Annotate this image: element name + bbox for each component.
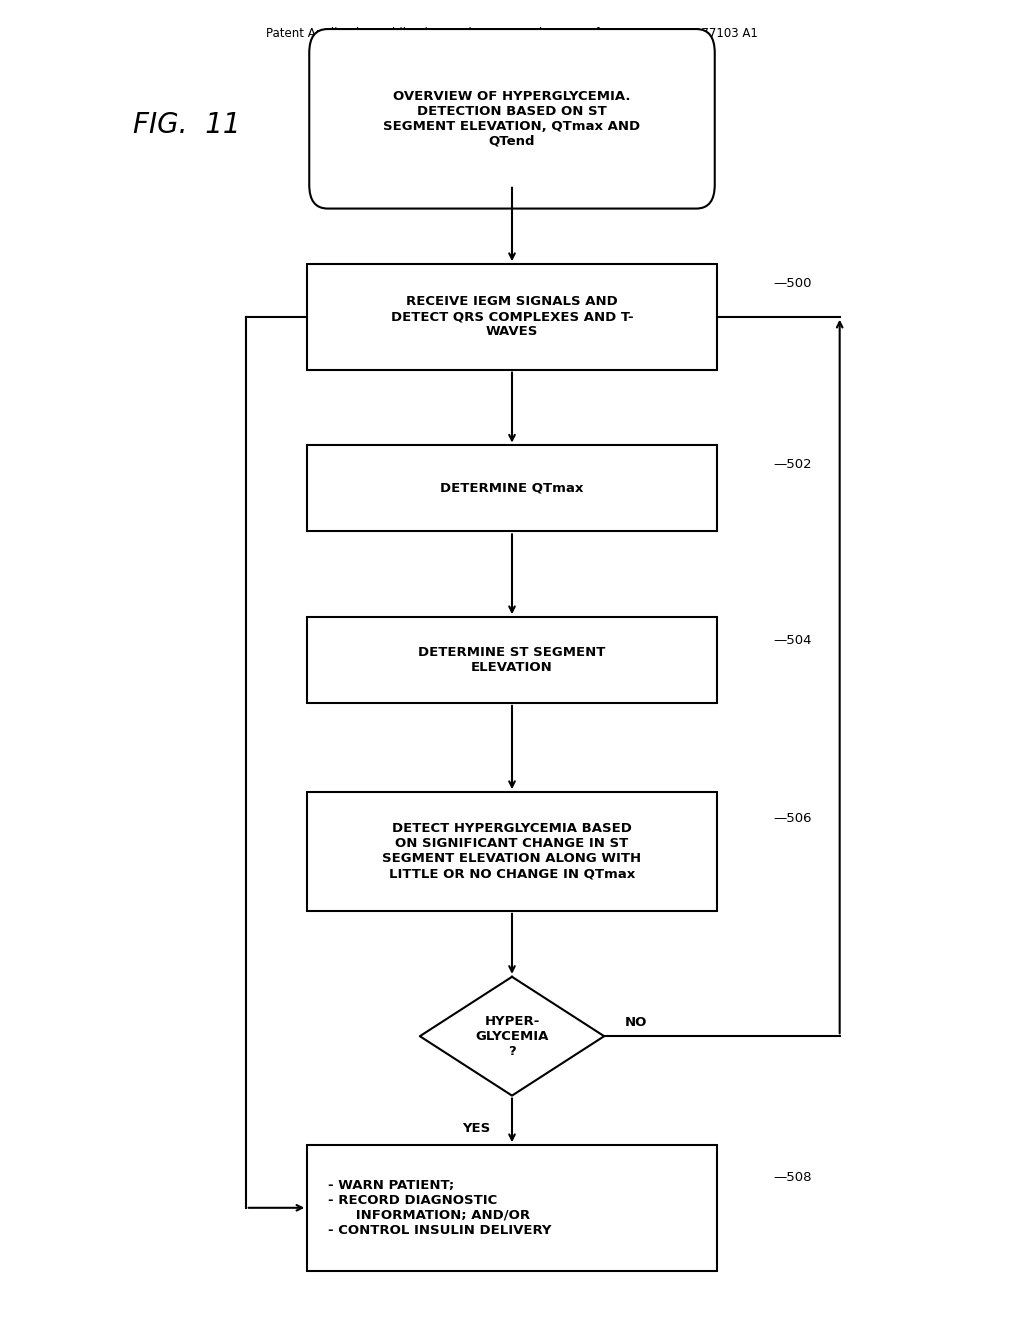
Text: —506: —506 (773, 812, 812, 825)
Text: DETERMINE QTmax: DETERMINE QTmax (440, 482, 584, 495)
Text: DETECT HYPERGLYCEMIA BASED
ON SIGNIFICANT CHANGE IN ST
SEGMENT ELEVATION ALONG W: DETECT HYPERGLYCEMIA BASED ON SIGNIFICAN… (382, 822, 642, 880)
Text: OVERVIEW OF HYPERGLYCEMIA.
DETECTION BASED ON ST
SEGMENT ELEVATION, QTmax AND
QT: OVERVIEW OF HYPERGLYCEMIA. DETECTION BAS… (383, 90, 641, 148)
Text: HYPER-
GLYCEMIA
?: HYPER- GLYCEMIA ? (475, 1015, 549, 1057)
Text: - WARN PATIENT;
- RECORD DIAGNOSTIC
      INFORMATION; AND/OR
- CONTROL INSULIN : - WARN PATIENT; - RECORD DIAGNOSTIC INFO… (328, 1179, 551, 1237)
Text: YES: YES (462, 1122, 490, 1135)
Text: FIG.  11: FIG. 11 (133, 111, 241, 140)
FancyBboxPatch shape (309, 29, 715, 209)
Text: RECEIVE IEGM SIGNALS AND
DETECT QRS COMPLEXES AND T-
WAVES: RECEIVE IEGM SIGNALS AND DETECT QRS COMP… (391, 296, 633, 338)
Bar (307, 264, 717, 370)
Text: —500: —500 (773, 277, 812, 290)
Text: —502: —502 (773, 458, 812, 471)
Bar (307, 792, 717, 911)
Bar (307, 1144, 717, 1270)
Bar (307, 618, 717, 702)
Text: —504: —504 (773, 634, 812, 647)
Bar (307, 445, 717, 531)
Text: NO: NO (625, 1016, 647, 1030)
Text: —508: —508 (773, 1171, 812, 1184)
Text: Patent Application Publication    Jul. 9, 2009  Sheet 11 of 19    US 2009/017710: Patent Application Publication Jul. 9, 2… (266, 26, 758, 40)
Text: DETERMINE ST SEGMENT
ELEVATION: DETERMINE ST SEGMENT ELEVATION (419, 645, 605, 675)
Polygon shape (420, 977, 604, 1096)
